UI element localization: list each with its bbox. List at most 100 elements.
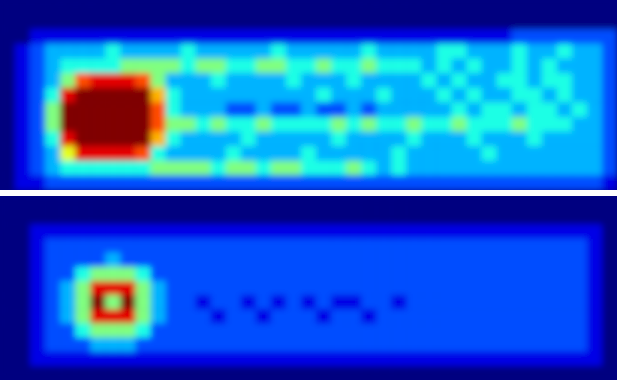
heatmap-cell xyxy=(166,366,182,380)
heatmap-cell xyxy=(572,338,588,353)
heatmap-cell xyxy=(512,253,528,268)
heatmap-cell xyxy=(60,117,76,132)
heatmap-cell xyxy=(166,210,182,225)
heatmap-cell xyxy=(166,175,182,190)
heatmap-cell xyxy=(301,58,317,73)
heatmap-cell xyxy=(15,132,31,147)
heatmap-cell xyxy=(90,88,106,103)
heatmap-cell xyxy=(587,281,603,296)
heatmap-cell xyxy=(512,323,528,338)
heatmap-cell xyxy=(587,238,603,253)
heatmap-cell xyxy=(361,253,377,268)
heatmap-cell xyxy=(45,175,61,190)
heatmap-cell xyxy=(557,309,573,324)
heatmap-cell xyxy=(482,0,498,15)
heatmap-cell xyxy=(497,117,513,132)
heatmap-cell xyxy=(587,161,603,176)
heatmap-cell xyxy=(150,210,166,225)
heatmap-cell xyxy=(451,224,467,239)
heatmap-cell xyxy=(331,102,347,117)
heatmap-cell xyxy=(376,102,392,117)
heatmap-cell xyxy=(181,295,197,310)
heatmap-cell xyxy=(512,267,528,282)
heatmap-cell xyxy=(602,58,617,73)
heatmap-cell xyxy=(120,29,136,44)
heatmap-cell xyxy=(226,238,242,253)
heatmap-cell xyxy=(120,196,136,211)
heatmap-cell xyxy=(30,366,46,380)
heatmap-cell xyxy=(497,295,513,310)
heatmap-cell xyxy=(542,88,558,103)
heatmap-cell xyxy=(346,210,362,225)
heatmap-cell xyxy=(60,224,76,239)
heatmap-cell xyxy=(527,146,543,161)
heatmap-cell xyxy=(150,29,166,44)
heatmap-cell xyxy=(15,58,31,73)
heatmap-cell xyxy=(467,132,483,147)
heatmap-cell xyxy=(467,161,483,176)
heatmap-cell xyxy=(150,175,166,190)
heatmap-cell xyxy=(331,175,347,190)
heatmap-cell xyxy=(286,366,302,380)
heatmap-cell xyxy=(256,309,272,324)
heatmap-cell xyxy=(376,238,392,253)
heatmap-cell xyxy=(361,58,377,73)
heatmap-cell xyxy=(45,73,61,88)
heatmap-cell xyxy=(226,161,242,176)
heatmap-cell xyxy=(542,29,558,44)
heatmap-cell xyxy=(60,238,76,253)
heatmap-cell xyxy=(256,44,272,59)
heatmap-cell xyxy=(331,44,347,59)
heatmap-cell xyxy=(196,102,212,117)
heatmap-cell xyxy=(45,44,61,59)
heatmap-cell xyxy=(90,224,106,239)
heatmap-cell xyxy=(226,253,242,268)
heatmap-cell xyxy=(436,73,452,88)
heatmap-cell xyxy=(572,352,588,367)
heatmap-cell xyxy=(542,44,558,59)
heatmap-cell xyxy=(60,161,76,176)
panel-background xyxy=(0,0,617,190)
heatmap-cell xyxy=(150,238,166,253)
heatmap-cell xyxy=(527,253,543,268)
heatmap-cell xyxy=(15,196,31,211)
heatmap-cell xyxy=(45,338,61,353)
heatmap-cell xyxy=(587,323,603,338)
heatmap-cell xyxy=(241,0,257,15)
heatmap-cell xyxy=(512,309,528,324)
heatmap-cell xyxy=(166,224,182,239)
heatmap-cell xyxy=(135,132,151,147)
heatmap-cell xyxy=(421,102,437,117)
heatmap-cell xyxy=(105,295,121,310)
heatmap-cell xyxy=(105,224,121,239)
heatmap-cell xyxy=(316,309,332,324)
heatmap-cell xyxy=(482,309,498,324)
heatmap-cell xyxy=(120,309,136,324)
heatmap-cell xyxy=(572,295,588,310)
heatmap-cell xyxy=(542,210,558,225)
heatmap-cell xyxy=(542,338,558,353)
heatmap-cell xyxy=(331,323,347,338)
heatmap-cell xyxy=(60,146,76,161)
heatmap-cell xyxy=(436,175,452,190)
heatmap-cell xyxy=(391,281,407,296)
heatmap-cell xyxy=(391,238,407,253)
heatmap-cell xyxy=(166,281,182,296)
heatmap-cell xyxy=(90,44,106,59)
heatmap-cell xyxy=(467,338,483,353)
heatmap-cell xyxy=(256,132,272,147)
heatmap-cell xyxy=(271,88,287,103)
heatmap-cell xyxy=(316,15,332,30)
heatmap-cell xyxy=(346,29,362,44)
heatmap-cell xyxy=(542,196,558,211)
heatmap-panel xyxy=(0,0,617,191)
heatmap-cell xyxy=(181,366,197,380)
heatmap-cell xyxy=(45,102,61,117)
heatmap-cell xyxy=(196,238,212,253)
heatmap-cell xyxy=(75,44,91,59)
heatmap-cell xyxy=(271,117,287,132)
heatmap-cell xyxy=(271,253,287,268)
heatmap-cell xyxy=(316,73,332,88)
heatmap-cell xyxy=(226,366,242,380)
heatmap-cell xyxy=(150,132,166,147)
